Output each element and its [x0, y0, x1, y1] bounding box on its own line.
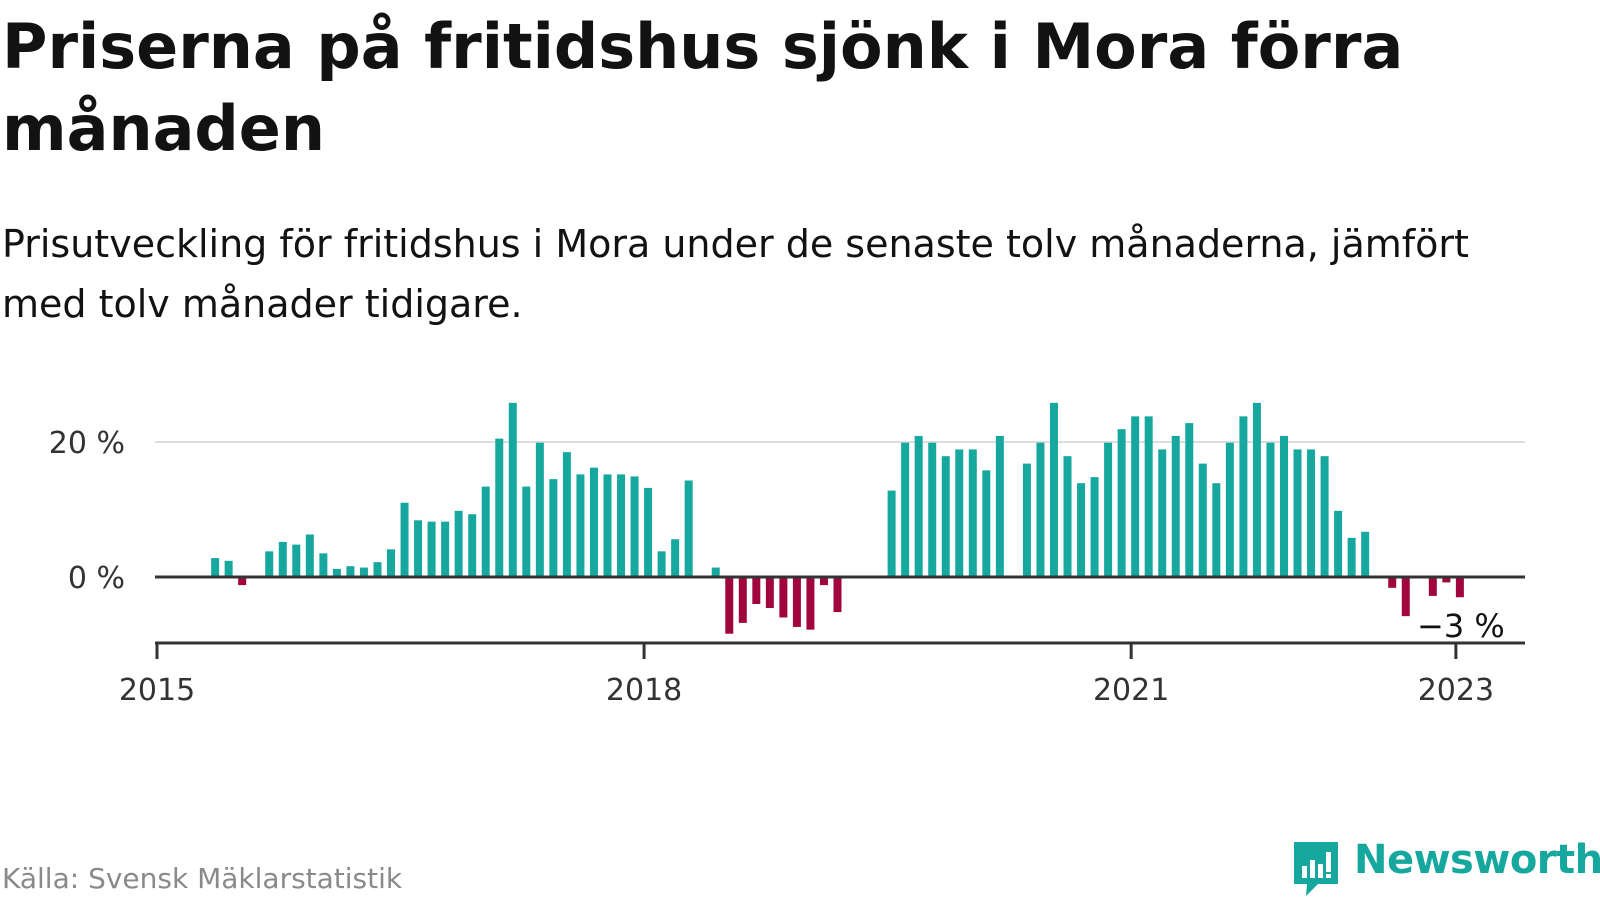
bar: [211, 558, 220, 577]
bar: [1293, 449, 1302, 577]
bar: [305, 534, 314, 577]
bar: [901, 442, 910, 577]
bar: [332, 568, 341, 577]
bar: [928, 442, 937, 577]
bar: [1198, 463, 1207, 577]
bar: [941, 456, 950, 577]
bar: [644, 487, 653, 577]
y-tick-label: 0 %: [68, 561, 125, 596]
bar: [833, 577, 842, 613]
bar: [1185, 423, 1194, 577]
bar: [738, 577, 747, 623]
bar: [495, 438, 504, 577]
bar: [1334, 510, 1343, 577]
bar: [1455, 577, 1464, 598]
bar: [508, 402, 517, 577]
bar: [1104, 442, 1113, 577]
bar: [549, 479, 558, 577]
bar: [1131, 416, 1140, 577]
bar: [1239, 416, 1248, 577]
brand-logo: Newsworthy: [1292, 837, 1600, 900]
bar: [1225, 442, 1234, 577]
y-tick-label: 20 %: [49, 426, 125, 461]
bar: [1144, 416, 1153, 577]
bar: [562, 452, 571, 577]
source-note: Källa: Svensk Mäklarstatistik: [2, 862, 403, 895]
bar: [711, 567, 720, 577]
bar: [400, 502, 409, 577]
bar: [806, 577, 815, 630]
bar: [657, 551, 666, 577]
bar: [265, 551, 274, 577]
x-tick-label: 2023: [1418, 673, 1494, 708]
bar: [1117, 429, 1126, 577]
bar: [725, 577, 734, 634]
bar: [292, 544, 301, 577]
bar: [441, 521, 450, 577]
bar: [752, 577, 761, 604]
bar: [414, 520, 423, 577]
bar: [968, 449, 977, 577]
bar: [1266, 442, 1275, 577]
bar: [1022, 463, 1031, 577]
bar: [224, 560, 233, 577]
bar: [630, 476, 639, 577]
bar: [454, 510, 463, 577]
bar: [995, 435, 1004, 577]
chart-title: Priserna på fritidshus sjönk i Mora förr…: [2, 10, 1404, 165]
bar: [387, 549, 396, 577]
bar: [1158, 449, 1167, 577]
bar: [1442, 577, 1451, 583]
bar: [576, 474, 585, 577]
bar: [982, 470, 991, 577]
bar: [819, 577, 828, 586]
bar: [1320, 456, 1329, 577]
bar-chart-speech-bubble-icon: [1294, 842, 1338, 896]
bar: [1361, 531, 1370, 577]
bar: [1077, 483, 1086, 577]
bar: [1307, 449, 1316, 577]
bar: [535, 442, 544, 577]
bar: [238, 577, 247, 586]
bar: [1347, 537, 1356, 577]
bar: [765, 577, 774, 609]
bar: [319, 553, 328, 577]
bar: [1049, 402, 1058, 577]
bar: [671, 539, 680, 577]
bar-chart: 0 % 20 % 2015 2018 2021 2023 −3 %: [49, 402, 1525, 708]
x-tick-label: 2021: [1093, 673, 1169, 708]
x-tick-label: 2015: [119, 673, 195, 708]
bar: [617, 474, 626, 577]
bar: [779, 577, 788, 618]
bar: [278, 541, 287, 577]
bar: [1090, 477, 1099, 577]
x-tick-label: 2018: [606, 673, 682, 708]
bar: [589, 467, 598, 577]
bar: [1401, 577, 1410, 617]
brand-name: Newsworthy: [1354, 837, 1600, 883]
bar: [684, 480, 693, 577]
bar: [1171, 435, 1180, 577]
bar: [1279, 435, 1288, 577]
bar: [1388, 577, 1397, 588]
bar: [1036, 442, 1045, 577]
bar: [427, 521, 436, 577]
bar: [373, 562, 382, 577]
bar: [914, 435, 923, 577]
bar: [1252, 402, 1261, 577]
bar: [522, 486, 531, 577]
bar: [1428, 577, 1437, 596]
bar: [955, 449, 964, 577]
chart-subtitle: Prisutveckling för fritidshus i Mora und…: [2, 222, 1469, 326]
bar: [481, 486, 490, 577]
bar: [887, 490, 896, 577]
last-value-label: −3 %: [1417, 607, 1505, 645]
bar: [603, 474, 612, 577]
bar: [359, 567, 368, 577]
bar: [1212, 483, 1221, 577]
bar: [346, 566, 355, 577]
bar: [468, 514, 477, 577]
bar: [1063, 456, 1072, 577]
bar: [792, 577, 801, 627]
